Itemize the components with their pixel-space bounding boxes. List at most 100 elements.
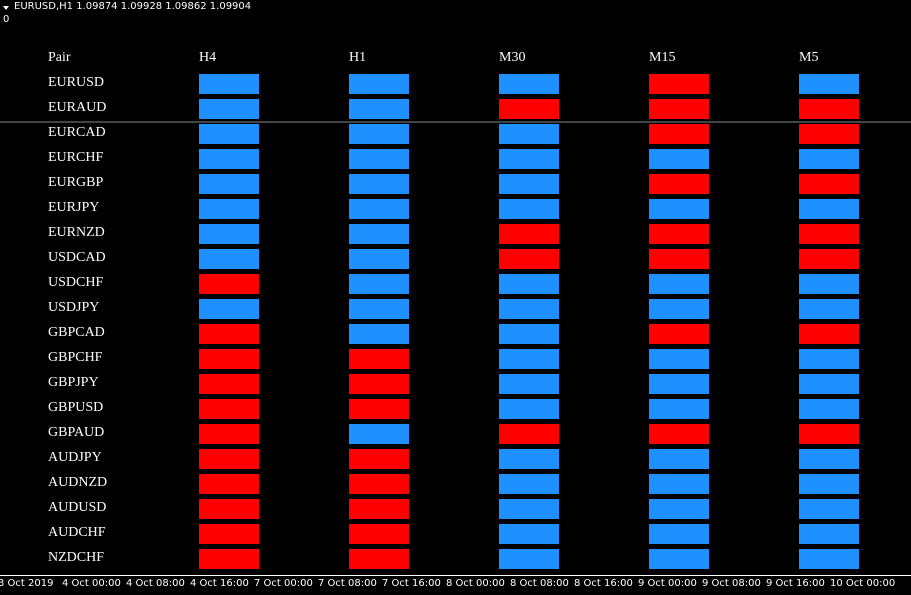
time-tick-label: 7 Oct 00:00: [254, 578, 313, 589]
signal-cell: [499, 149, 559, 169]
signal-cell: [199, 324, 259, 344]
menu-arrow: [3, 6, 9, 10]
signal-cell: [649, 374, 709, 394]
signal-cell: [199, 549, 259, 569]
signal-cell: [349, 524, 409, 544]
pair-label: USDCHF: [48, 275, 104, 290]
time-tick-label: 7 Oct 16:00: [382, 578, 441, 589]
signal-cell: [349, 99, 409, 119]
time-tick-label: 9 Oct 08:00: [702, 578, 761, 589]
signal-cell: [799, 99, 859, 119]
signal-cell: [349, 224, 409, 244]
signal-cell: [649, 174, 709, 194]
signal-cell: [799, 124, 859, 144]
pair-label: GBPCHF: [48, 350, 103, 365]
signal-cell: [499, 299, 559, 319]
signal-cell: [349, 499, 409, 519]
sub-window-label: 0: [3, 14, 10, 25]
signal-cell: [799, 249, 859, 269]
signal-cell: [349, 249, 409, 269]
signal-cell: [799, 299, 859, 319]
signal-cell: [649, 149, 709, 169]
signal-cell: [649, 74, 709, 94]
signal-cell: [499, 74, 559, 94]
pair-label: EURCHF: [48, 150, 104, 165]
pair-label: AUDCHF: [48, 525, 106, 540]
signal-cell: [199, 524, 259, 544]
signal-cell: [499, 124, 559, 144]
signal-cell: [349, 374, 409, 394]
signal-cell: [649, 249, 709, 269]
pair-label: EURNZD: [48, 225, 105, 240]
signal-cell: [349, 474, 409, 494]
signal-cell: [499, 199, 559, 219]
time-tick-label: 4 Oct 00:00: [62, 578, 121, 589]
signal-cell: [349, 274, 409, 294]
signal-cell: [499, 99, 559, 119]
signal-cell: [349, 299, 409, 319]
time-tick-label: 8 Oct 08:00: [510, 578, 569, 589]
time-tick-label: 9 Oct 00:00: [638, 578, 697, 589]
timeframe-header: M15: [649, 50, 676, 65]
signal-cell: [799, 499, 859, 519]
timeframe-header: H1: [349, 50, 367, 65]
signal-cell: [799, 149, 859, 169]
pair-label: USDJPY: [48, 300, 100, 315]
signal-cell: [649, 199, 709, 219]
pair-label: NZDCHF: [48, 550, 105, 565]
signal-cell: [799, 524, 859, 544]
pair-label: EURGBP: [48, 175, 104, 190]
signal-cell: [199, 499, 259, 519]
signal-cell: [649, 324, 709, 344]
signal-cell: [199, 424, 259, 444]
signal-cell: [649, 124, 709, 144]
signal-cell: [199, 399, 259, 419]
time-tick-label: 8 Oct 00:00: [446, 578, 505, 589]
pair-label: GBPUSD: [48, 400, 104, 415]
signal-cell: [199, 299, 259, 319]
signal-cell: [349, 174, 409, 194]
signal-cell: [499, 349, 559, 369]
pair-label: EURJPY: [48, 200, 100, 215]
signal-cell: [649, 224, 709, 244]
symbol-info: EURUSD,H1 1.09874 1.09928 1.09862 1.0990…: [14, 1, 252, 12]
signal-cell: [499, 374, 559, 394]
signal-cell: [199, 99, 259, 119]
signal-cell: [499, 424, 559, 444]
signal-cell: [799, 374, 859, 394]
signal-cell: [799, 274, 859, 294]
signal-cell: [649, 274, 709, 294]
signal-cell: [199, 224, 259, 244]
time-tick-label: 9 Oct 16:00: [766, 578, 825, 589]
signal-cell: [499, 499, 559, 519]
signal-cell: [799, 74, 859, 94]
signal-cell: [349, 199, 409, 219]
signal-cell: [349, 349, 409, 369]
signal-cell: [499, 449, 559, 469]
time-tick-label: 3 Oct 2019: [0, 578, 54, 589]
signal-cell: [199, 274, 259, 294]
time-tick-label: 8 Oct 16:00: [574, 578, 633, 589]
time-tick-label: 4 Oct 08:00: [126, 578, 185, 589]
signal-cell: [649, 499, 709, 519]
signal-cell: [799, 174, 859, 194]
signal-cell: [799, 424, 859, 444]
signal-cell: [349, 149, 409, 169]
pair-label: USDCAD: [48, 250, 106, 265]
timeframe-header: H4: [199, 50, 217, 65]
pair-label: AUDUSD: [48, 500, 107, 515]
signal-cell: [499, 324, 559, 344]
signal-cell: [649, 524, 709, 544]
signal-cell: [799, 549, 859, 569]
signal-cell: [199, 249, 259, 269]
signal-cell: [649, 424, 709, 444]
signal-cell: [199, 199, 259, 219]
pair-label: AUDNZD: [48, 475, 108, 490]
signal-cell: [799, 449, 859, 469]
signal-cell: [799, 399, 859, 419]
signal-cell: [649, 449, 709, 469]
signal-cell: [499, 249, 559, 269]
pair-label: EURAUD: [48, 100, 107, 115]
signal-cell: [649, 299, 709, 319]
signal-cell: [649, 349, 709, 369]
